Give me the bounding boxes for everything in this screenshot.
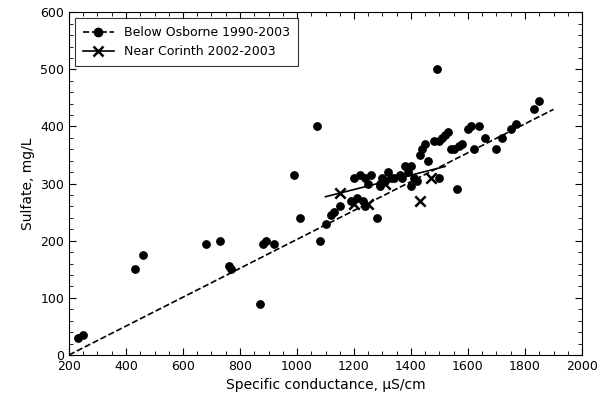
- Point: [372, 215, 382, 221]
- Point: [452, 186, 461, 193]
- Point: [389, 175, 398, 181]
- Point: [409, 175, 419, 181]
- Point: [201, 240, 211, 247]
- Point: [258, 240, 268, 247]
- Point: [215, 237, 225, 244]
- Point: [366, 172, 376, 178]
- Point: [320, 220, 330, 227]
- Point: [403, 169, 413, 175]
- Point: [386, 175, 396, 181]
- Point: [383, 169, 393, 175]
- Point: [398, 175, 407, 181]
- Point: [512, 120, 521, 127]
- Point: [406, 183, 416, 190]
- Point: [446, 146, 456, 153]
- Point: [506, 126, 515, 133]
- Point: [269, 240, 279, 247]
- Point: [429, 137, 439, 144]
- Point: [455, 143, 464, 150]
- Point: [443, 129, 453, 135]
- Point: [492, 146, 502, 153]
- Point: [497, 135, 507, 141]
- Point: [295, 215, 305, 221]
- Point: [227, 266, 236, 273]
- Point: [418, 146, 427, 153]
- Point: [449, 146, 458, 153]
- Legend: Below Osborne 1990-2003, Near Corinth 2002-2003: Below Osborne 1990-2003, Near Corinth 20…: [75, 18, 298, 66]
- Point: [440, 132, 450, 138]
- Point: [463, 126, 473, 133]
- Point: [469, 146, 479, 153]
- Point: [434, 137, 444, 144]
- Point: [335, 190, 344, 197]
- Point: [380, 177, 390, 184]
- Point: [73, 335, 82, 341]
- Point: [406, 163, 416, 170]
- Point: [312, 123, 322, 130]
- Point: [437, 135, 447, 141]
- Point: [335, 203, 344, 210]
- Point: [426, 175, 436, 181]
- Point: [375, 183, 385, 190]
- Point: [315, 237, 325, 244]
- Point: [432, 66, 442, 73]
- Point: [466, 123, 476, 130]
- Point: [378, 175, 388, 181]
- Point: [480, 135, 490, 141]
- Point: [329, 209, 339, 215]
- Point: [412, 177, 421, 184]
- Point: [358, 197, 367, 204]
- Point: [349, 175, 359, 181]
- Point: [421, 140, 430, 147]
- Point: [529, 106, 538, 113]
- Point: [130, 266, 139, 273]
- Point: [535, 98, 544, 104]
- Point: [380, 180, 390, 187]
- Point: [364, 200, 373, 207]
- Point: [255, 300, 265, 307]
- Point: [349, 200, 359, 207]
- Point: [457, 140, 467, 147]
- Point: [326, 212, 336, 218]
- Point: [261, 237, 271, 244]
- X-axis label: Specific conductance, μS/cm: Specific conductance, μS/cm: [226, 378, 425, 392]
- Point: [361, 175, 370, 181]
- Point: [434, 175, 444, 181]
- Point: [352, 195, 362, 201]
- Point: [475, 123, 484, 130]
- Point: [138, 252, 148, 258]
- Point: [395, 172, 404, 178]
- Point: [375, 180, 385, 187]
- Point: [364, 180, 373, 187]
- Y-axis label: Sulfate, mg/L: Sulfate, mg/L: [20, 137, 35, 230]
- Point: [346, 197, 356, 204]
- Point: [401, 163, 410, 170]
- Point: [355, 172, 365, 178]
- Point: [415, 152, 424, 158]
- Point: [361, 203, 370, 210]
- Point: [224, 263, 233, 270]
- Point: [424, 157, 433, 164]
- Point: [289, 172, 299, 178]
- Point: [415, 197, 424, 204]
- Point: [79, 332, 88, 338]
